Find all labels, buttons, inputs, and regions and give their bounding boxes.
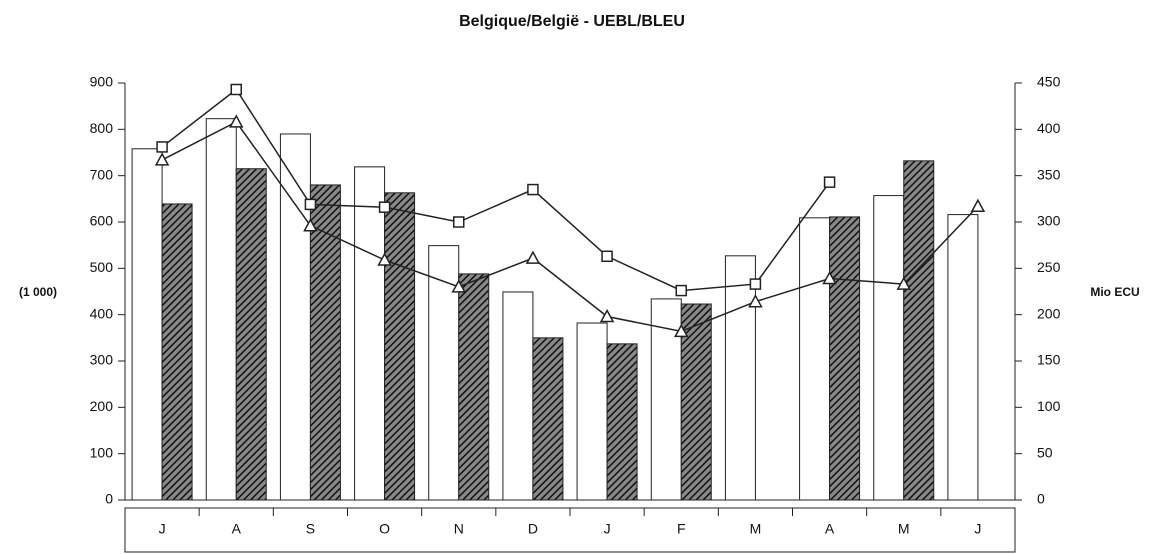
bar <box>532 337 564 501</box>
triangle-marker <box>303 218 318 232</box>
bar <box>606 343 638 501</box>
square-marker <box>601 250 613 263</box>
y-tick-label: 200 <box>90 398 114 414</box>
triangle-marker <box>451 279 467 293</box>
x-tick-label: O <box>379 521 390 537</box>
bar <box>235 168 267 501</box>
square-marker <box>378 201 391 213</box>
square-marker <box>156 141 168 153</box>
y2-tick-label: 250 <box>1037 259 1061 275</box>
y-tick-label: 300 <box>90 352 114 368</box>
square-marker <box>675 284 687 297</box>
y2-tick-label: 450 <box>1037 74 1061 90</box>
x-tick-label: J <box>974 521 981 537</box>
square-marker <box>823 176 836 188</box>
bar <box>829 216 861 501</box>
bar <box>458 273 490 501</box>
y-tick-label: 0 <box>105 491 113 507</box>
y-tick-label: 700 <box>90 166 114 182</box>
triangle-marker <box>599 308 615 323</box>
triangle-marker <box>525 250 541 264</box>
bar <box>903 160 935 501</box>
y-tick-label: 600 <box>90 213 114 229</box>
line <box>161 120 979 333</box>
triangle-marker <box>673 323 689 338</box>
bar <box>873 195 905 501</box>
square-marker <box>749 278 762 290</box>
y-axis-label: (1 000) <box>19 285 57 299</box>
bar <box>161 203 193 501</box>
y-tick-label: 100 <box>90 444 114 460</box>
line <box>161 88 831 292</box>
triangle-marker <box>228 114 244 128</box>
triangle-marker <box>748 294 763 308</box>
triangle-marker <box>896 276 912 290</box>
y2-tick-label: 300 <box>1037 213 1061 229</box>
x-tick-label: J <box>159 521 166 537</box>
x-tick-label: A <box>825 521 835 537</box>
y2-tick-label: 100 <box>1037 398 1061 414</box>
y2-tick-label: 350 <box>1037 166 1061 182</box>
y-tick-label: 800 <box>90 120 114 136</box>
triangle-marker <box>822 270 837 285</box>
square-marker <box>453 216 465 228</box>
y-tick-label: 400 <box>90 305 114 321</box>
y2-tick-label: 400 <box>1037 120 1061 136</box>
y2-axis-label: Mio ECU <box>1090 285 1139 299</box>
y2-tick-label: 200 <box>1037 305 1061 321</box>
bar <box>428 245 460 501</box>
x-tick-label: M <box>898 521 910 537</box>
chart-title: Belgique/België - UEBL/BLEU <box>459 13 685 30</box>
bar <box>502 291 534 501</box>
bar <box>799 217 831 501</box>
bar <box>354 166 386 501</box>
x-tick-label: F <box>677 521 686 537</box>
y-tick-label: 500 <box>90 259 114 275</box>
x-tick-label: N <box>454 521 464 537</box>
triangle-marker <box>970 198 986 212</box>
square-marker <box>230 83 242 96</box>
y2-tick-label: 50 <box>1037 444 1053 460</box>
y2-tick-label: 150 <box>1037 352 1061 368</box>
x-tick-label: A <box>232 521 242 537</box>
square-marker <box>304 198 317 211</box>
x-tick-label: S <box>306 521 315 537</box>
bar <box>947 214 979 501</box>
bar <box>384 192 416 501</box>
x-tick-label: D <box>528 521 538 537</box>
bar <box>205 118 237 501</box>
bar <box>576 322 608 501</box>
triangle-marker <box>154 152 170 166</box>
y2-tick-label: 0 <box>1037 491 1045 507</box>
x-tick-label: M <box>750 521 762 537</box>
triangle-marker <box>377 252 392 266</box>
square-marker <box>527 183 539 196</box>
x-tick-label: J <box>604 521 611 537</box>
y-tick-label: 900 <box>90 74 114 90</box>
bar <box>131 148 163 501</box>
bar <box>724 255 756 501</box>
bar <box>650 298 682 501</box>
